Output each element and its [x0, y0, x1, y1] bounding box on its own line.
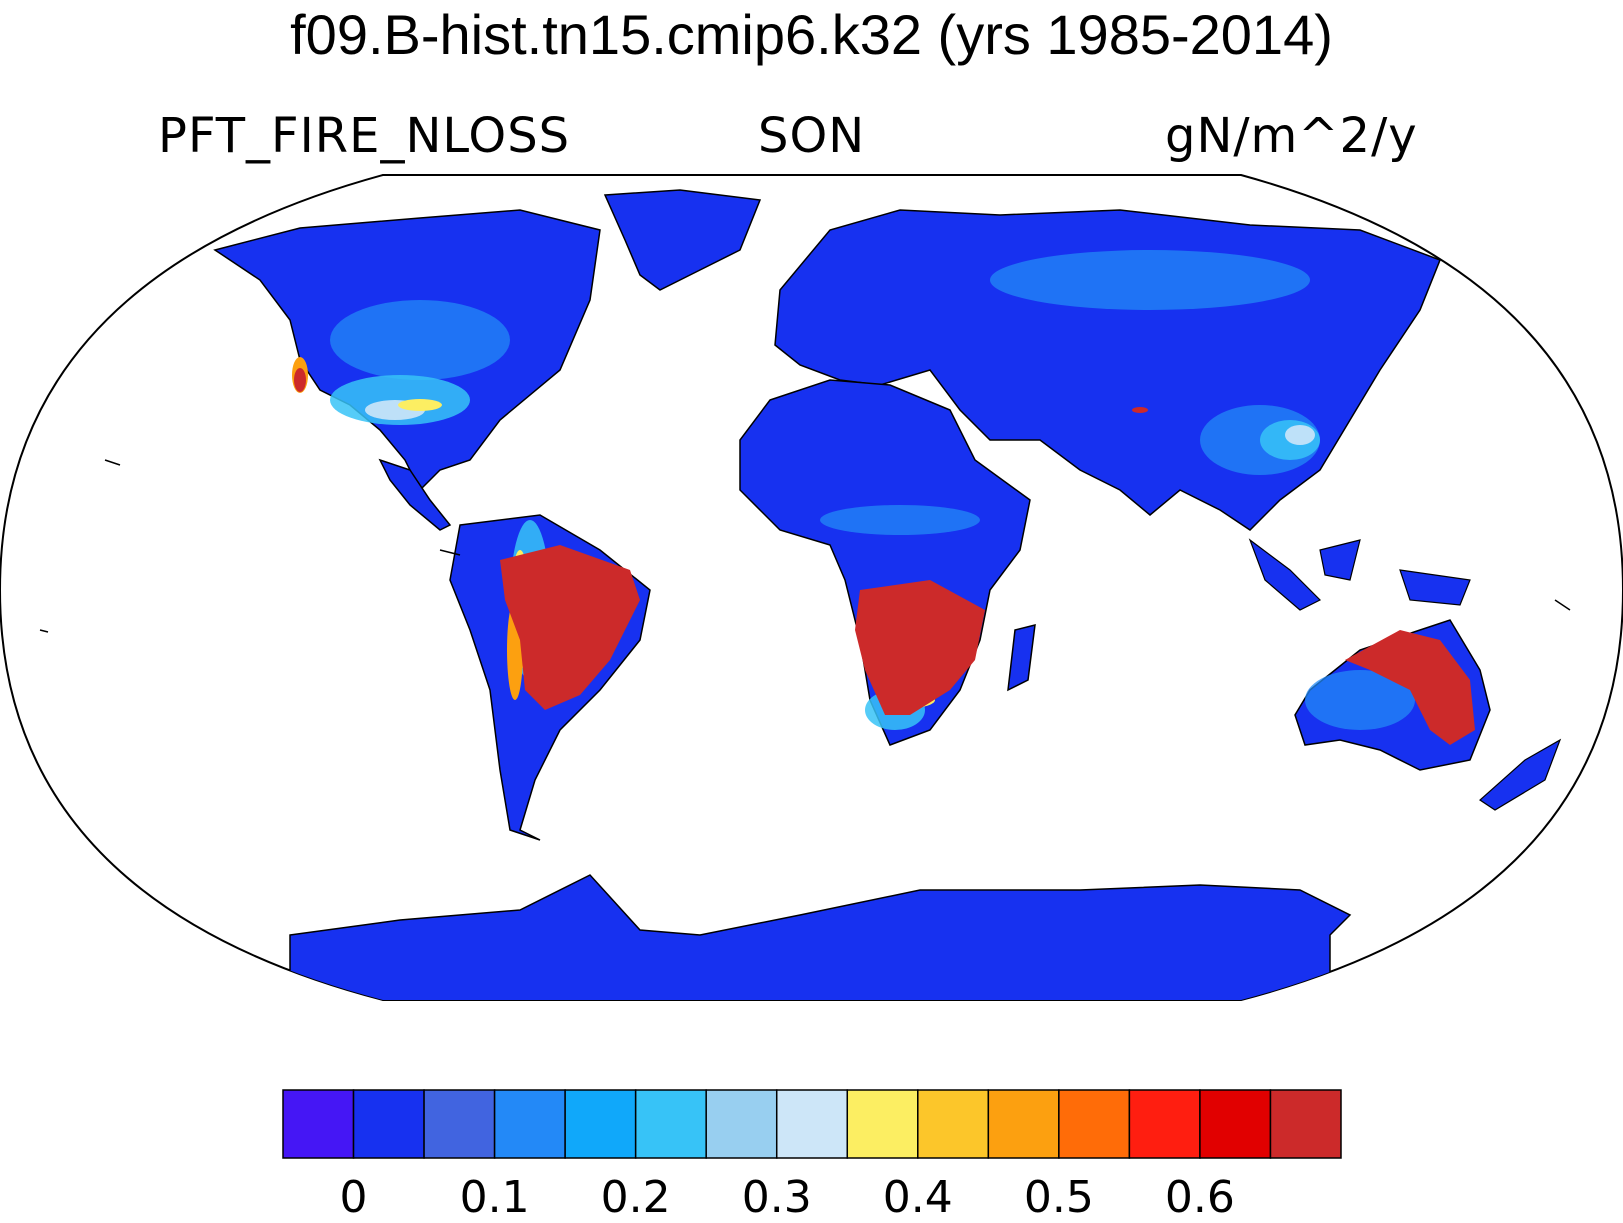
coastline-fragments	[39, 459, 1571, 633]
colorbar-box	[423, 1089, 496, 1159]
world-map	[0, 174, 1623, 1001]
colorbar-box	[493, 1089, 566, 1159]
greenland	[603, 189, 762, 291]
colorbar-box	[282, 1089, 355, 1159]
colorbar-tick-label: 0.4	[882, 1172, 953, 1223]
colorbar-tick-label: 0.1	[459, 1172, 530, 1223]
colorbar-box	[987, 1089, 1060, 1159]
colorbar-box	[1199, 1089, 1272, 1159]
colorbar-tick-label: 0	[339, 1172, 368, 1223]
variable-name: PFT_FIRE_NLOSS	[158, 108, 571, 164]
madagascar	[1007, 624, 1036, 692]
colorbar-box	[564, 1089, 637, 1159]
colorbar-tick-label: 0.3	[741, 1172, 812, 1223]
high-values	[294, 368, 1475, 745]
new-zealand	[1479, 738, 1562, 811]
colorbar-box	[846, 1089, 919, 1159]
colorbar-tick-label: 0.2	[600, 1172, 671, 1223]
colorbar	[282, 1089, 1342, 1159]
colorbar-box	[1269, 1089, 1342, 1159]
colorbar-tick-label: 0.6	[1164, 1172, 1235, 1223]
colorbar-box	[352, 1089, 425, 1159]
units-label: gN/m^2/y	[1165, 108, 1418, 164]
colorbar-box	[1058, 1089, 1131, 1159]
season-label: SON	[758, 108, 866, 164]
colorbar-box	[1128, 1089, 1201, 1159]
figure-title: f09.B-hist.tn15.cmip6.k32 (yrs 1985-2014…	[290, 3, 1333, 66]
colorbar-box	[775, 1089, 849, 1159]
central-america	[378, 458, 452, 531]
colorbar-tick-label: 0.5	[1023, 1172, 1094, 1223]
indonesia	[1248, 538, 1471, 611]
colorbar-box	[705, 1089, 778, 1159]
colorbar-box	[917, 1089, 990, 1159]
colorbar-box	[634, 1089, 707, 1159]
